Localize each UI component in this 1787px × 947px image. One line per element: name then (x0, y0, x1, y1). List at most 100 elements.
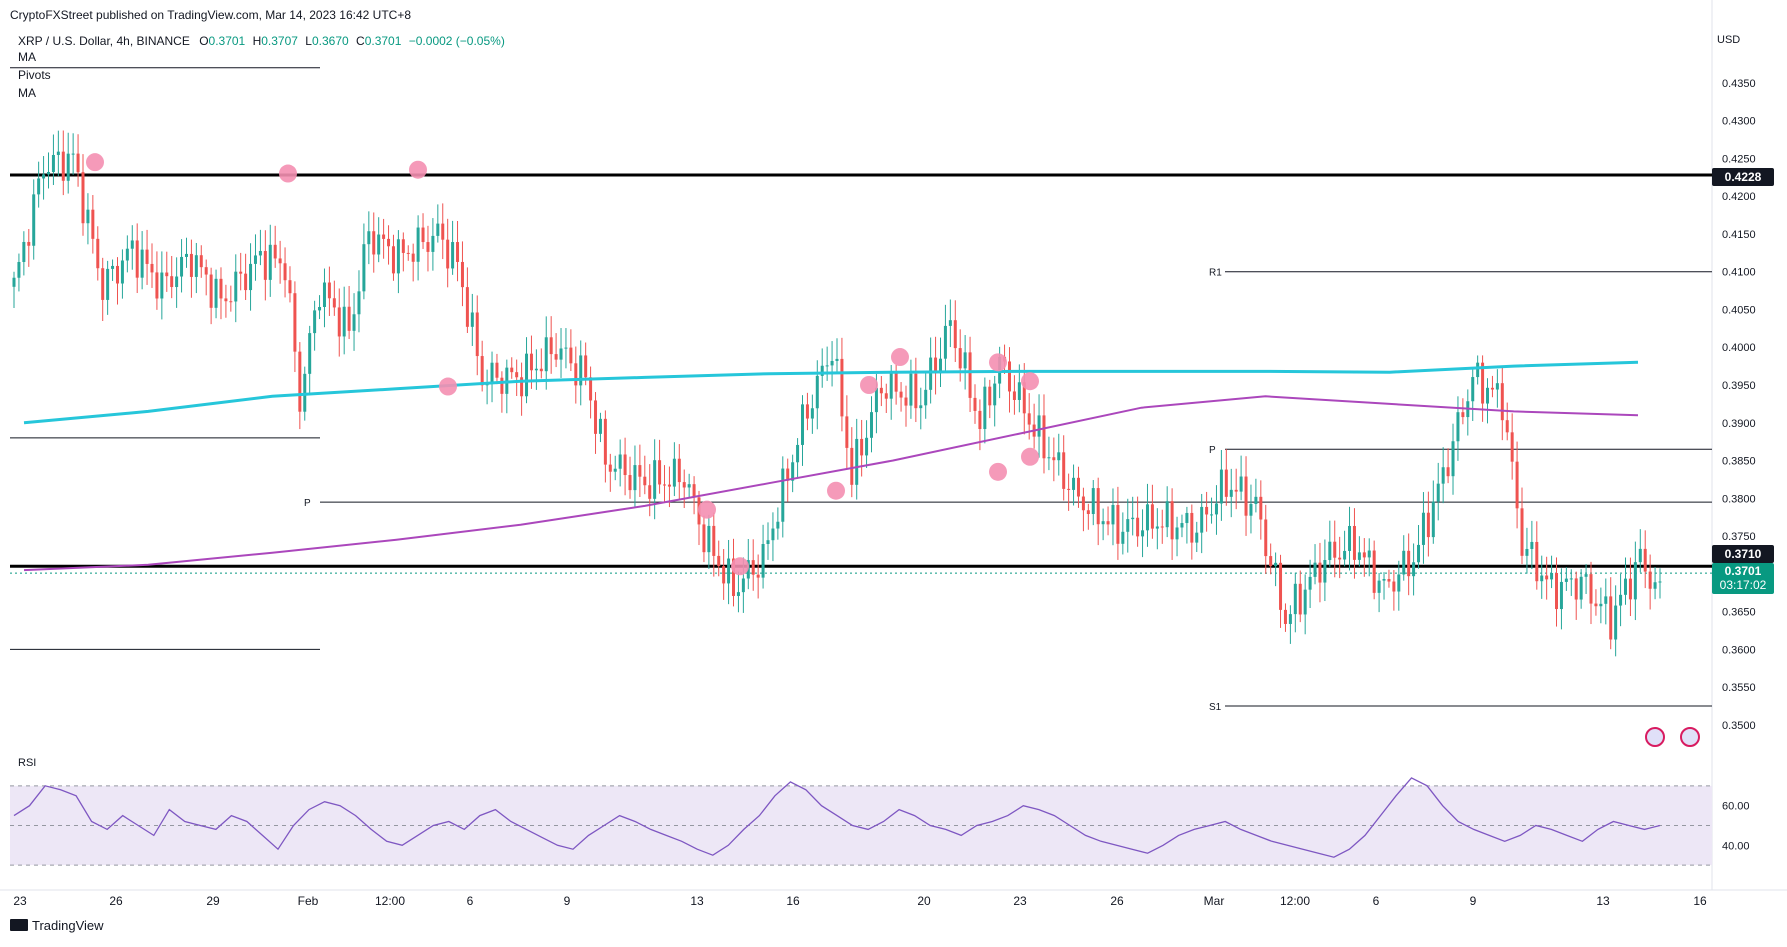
candle-body (37, 178, 41, 195)
candle-body (239, 271, 243, 274)
candle-body (1407, 550, 1411, 577)
candle-body (1229, 489, 1233, 497)
candle-body (475, 312, 479, 357)
candle-body (830, 360, 834, 366)
event-marker (989, 353, 1007, 372)
candle-body (1357, 552, 1361, 560)
candle-body (1619, 594, 1623, 606)
candle-body (1486, 387, 1490, 404)
candle-body (1062, 452, 1066, 489)
candle-body (426, 242, 430, 252)
tradingview-logo[interactable]: TradingView (10, 918, 104, 933)
x-tick-label: 13 (690, 894, 704, 908)
tradingview-icon (10, 919, 28, 931)
candle-body (101, 268, 105, 300)
candle-body (1259, 496, 1263, 520)
close-value: 0.3701 (364, 34, 402, 48)
candle-body (1446, 467, 1450, 477)
candle-body (401, 239, 405, 253)
candle-body (1160, 526, 1164, 528)
candle-body (559, 348, 563, 360)
event-marker (86, 153, 104, 172)
candle-body (1086, 510, 1090, 515)
candle-body (490, 362, 494, 383)
candle-body (1155, 526, 1159, 529)
indicator-ma-1[interactable]: MA (18, 50, 36, 64)
candle-body (850, 447, 854, 485)
candle-body (318, 306, 322, 311)
candle-body (722, 566, 726, 584)
candle-body (160, 272, 164, 299)
candle-body (564, 347, 568, 349)
flag-event-icon[interactable] (1645, 727, 1665, 747)
candle-body (115, 265, 119, 284)
candle-body (145, 249, 149, 264)
bar-countdown: 03:17:02 (1719, 578, 1767, 592)
indicator-pivots[interactable]: Pivots (18, 68, 51, 82)
candle-body (1279, 562, 1283, 610)
candle-body (938, 358, 942, 374)
candle-body (175, 276, 179, 288)
candle-body (268, 244, 272, 280)
candle-body (155, 272, 159, 299)
candle-body (845, 416, 849, 448)
candle-body (579, 355, 583, 386)
candle-body (465, 287, 469, 327)
candle-body (234, 271, 238, 302)
candle-body (943, 325, 947, 359)
candle-body (1490, 387, 1494, 390)
candle-body (613, 468, 617, 472)
candle-body (1559, 581, 1563, 610)
candle-body (470, 312, 474, 327)
indicator-ma-2[interactable]: MA (18, 86, 36, 100)
candle-body (460, 261, 464, 288)
candle-body (574, 363, 578, 386)
candle-body (1338, 557, 1342, 560)
candle-body (732, 558, 736, 596)
x-tick-label: 20 (917, 894, 931, 908)
flag-event-icon-2[interactable] (1680, 727, 1700, 747)
y-tick-label: 0.3900 (1722, 418, 1756, 430)
candle-body (539, 368, 543, 372)
low-value: 0.3670 (311, 34, 349, 48)
candle-body (27, 241, 31, 246)
candle-body (549, 337, 553, 355)
candle-body (1382, 579, 1386, 581)
candle-body (244, 273, 248, 291)
candle-body (1520, 508, 1524, 556)
candle-body (810, 408, 814, 419)
candle-body (1057, 452, 1061, 461)
candle-body (189, 253, 193, 277)
candle-body (436, 223, 440, 236)
candle-body (1594, 603, 1598, 607)
candle-body (273, 244, 277, 259)
candle-body (253, 255, 257, 264)
candle-body (1555, 573, 1559, 610)
event-marker (891, 348, 909, 367)
candle-body (525, 353, 529, 397)
y-tick-label: 0.3550 (1722, 682, 1756, 694)
candle-body (544, 337, 548, 372)
candle-body (1313, 562, 1317, 577)
candle-body (184, 253, 188, 257)
y-tick-label: 0.4300 (1722, 116, 1756, 128)
candle-body (411, 253, 415, 262)
candle-body (1643, 548, 1647, 572)
candle-body (1397, 574, 1401, 592)
candle-body (594, 400, 598, 434)
candle-body (1224, 469, 1228, 497)
candle-body (1441, 467, 1445, 484)
candle-body (958, 348, 962, 369)
candle-body (1111, 504, 1115, 525)
candle-body (1214, 503, 1218, 515)
candle-body (1303, 589, 1307, 615)
y-tick-label: 0.4250 (1722, 153, 1756, 165)
y-tick-label: 0.3650 (1722, 607, 1756, 619)
event-marker (409, 160, 427, 179)
candle-body (914, 373, 918, 409)
candle-body (1037, 415, 1041, 437)
candle-body (515, 372, 519, 378)
candle-body (1476, 362, 1480, 378)
candle-body (815, 375, 819, 409)
